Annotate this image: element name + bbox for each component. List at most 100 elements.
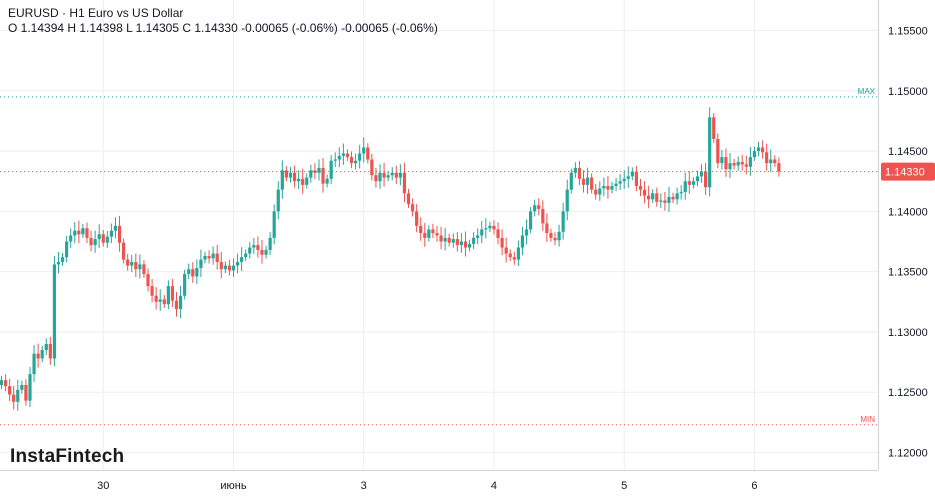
candle [317,159,321,181]
candle-body [565,189,569,212]
candle [16,379,20,411]
candle-body [443,237,447,242]
candle-body [203,255,207,260]
candle [549,228,553,242]
candle [345,149,350,161]
candle-body [695,176,700,182]
candle [276,181,280,220]
candle [748,147,752,176]
candle-body [195,268,199,277]
candle [109,223,113,244]
candle-body [488,225,492,229]
candle-body [630,171,634,177]
candle [89,230,93,252]
candle-body [455,239,459,246]
candle-body [655,193,659,202]
candle-body [260,249,264,255]
candle-body [105,236,109,243]
candle-body [435,233,439,236]
candle [691,176,695,189]
candle-body [427,229,431,238]
candle-body [44,343,48,351]
candle-body [606,186,610,190]
candle [496,222,500,245]
candle [529,207,533,234]
candle-body [744,164,748,167]
candle-body [288,172,293,178]
candle-body [134,261,138,270]
candle-body [187,269,191,275]
candle [647,185,651,209]
candle-body [708,117,712,188]
candle [630,167,634,181]
candle-body [199,259,203,269]
candle [374,168,378,188]
candle-body [366,147,370,160]
candle [524,219,529,245]
min-label: MIN [860,415,875,424]
candle-body [345,153,350,158]
candle [12,386,16,410]
candle-body [573,167,577,173]
candle [36,343,40,368]
candle-body [618,181,622,184]
candle-body [12,394,16,402]
candle [8,379,12,402]
max-label: MAX [858,87,876,96]
candle-body [52,264,57,359]
candle [40,345,44,363]
candle [215,244,219,270]
candle-body [712,117,716,140]
candle-body [716,139,720,164]
candle-body [81,228,85,235]
candle-body [77,230,81,235]
candle [378,164,382,189]
candle-body [317,167,321,173]
candle [268,232,272,256]
candle [533,199,537,217]
candle [166,280,170,310]
candle [158,289,162,311]
candle-body [569,172,573,190]
x-tick-label: 4 [491,480,497,492]
candle [154,287,158,310]
candle-body [647,195,651,200]
candle-body [240,257,244,262]
candle [313,163,317,180]
candle-body [93,239,97,246]
candle [704,163,708,195]
candle [113,217,118,239]
candles [0,107,781,411]
candle [679,184,683,200]
candle [447,233,451,247]
candle-body [183,274,187,296]
candle [199,249,203,278]
candle [280,160,284,199]
candle-body [101,234,105,243]
candle [602,177,606,197]
candle [724,148,728,177]
candle [581,170,586,193]
candle-body [496,229,500,238]
candle-body [3,380,8,387]
candle-body [146,274,150,287]
candle [122,238,126,264]
candle [390,167,394,181]
candle [423,223,427,247]
candle-body [89,237,93,246]
candle-body [610,186,614,190]
candle [353,153,358,170]
candle [252,238,256,254]
y-tick-label: 1.13000 [888,327,928,339]
candle [740,154,744,171]
candle [73,222,77,244]
candle-body [467,243,472,248]
candle-body [370,159,374,176]
candle [732,158,736,170]
candle [431,223,435,239]
candle [333,152,337,168]
candle [28,367,32,408]
candle-body [20,384,24,390]
candle-body [65,241,69,258]
candle-body [765,152,769,164]
